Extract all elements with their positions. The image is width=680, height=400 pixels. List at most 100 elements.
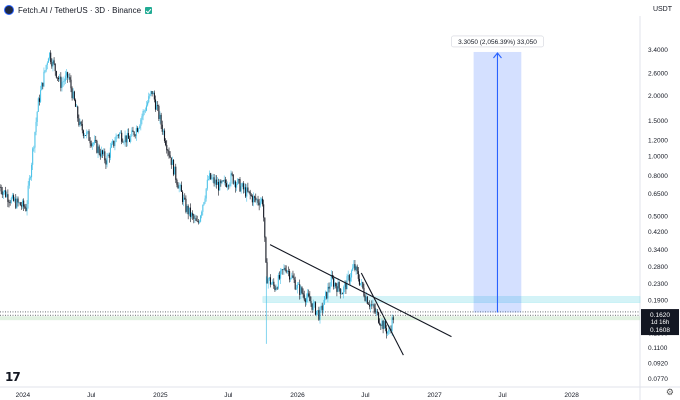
candle-body — [33, 147, 35, 149]
candle-body — [68, 77, 70, 78]
candle-body — [221, 180, 223, 184]
candle-body — [71, 88, 73, 99]
candle-body — [36, 111, 38, 122]
candle-body — [107, 154, 109, 156]
candle-body — [190, 213, 193, 217]
candle-body — [328, 286, 330, 289]
candle-body — [12, 195, 15, 201]
candle-body — [70, 79, 72, 89]
candle-body — [367, 303, 370, 305]
candle-body — [56, 77, 59, 79]
candle-body — [392, 317, 394, 320]
candle-body — [153, 92, 155, 100]
candle-body — [252, 196, 255, 203]
candle-body — [304, 299, 306, 303]
candle-body — [374, 308, 376, 313]
time-axis[interactable]: 2024 Jul 2025 Jul 2026 Jul 2027 Jul 2028 — [16, 392, 580, 399]
candle-body — [322, 304, 324, 311]
candle-body — [308, 293, 310, 297]
candle-body — [310, 301, 312, 304]
candle-body — [178, 186, 180, 189]
candle-body — [268, 277, 270, 280]
candle-body — [247, 187, 249, 192]
candle-body — [143, 110, 145, 112]
candle-body — [218, 181, 220, 191]
candle-body — [303, 294, 305, 300]
candle-body — [98, 146, 100, 154]
candle-body — [275, 287, 277, 291]
candle-body — [263, 204, 265, 218]
candle-body — [95, 140, 97, 141]
candle-body — [169, 155, 171, 158]
candle-body — [25, 207, 27, 211]
candle-body — [131, 130, 133, 137]
candle-body — [103, 151, 105, 155]
candle-body — [224, 179, 226, 184]
candle-body — [11, 195, 13, 199]
candle-body — [209, 173, 211, 180]
candle-body — [94, 140, 96, 144]
candle-body — [17, 198, 19, 203]
candle-body — [282, 269, 284, 271]
candle-body — [289, 271, 291, 280]
drawings[interactable] — [269, 244, 452, 356]
candle-body — [387, 331, 389, 334]
projection-tool[interactable]: 3.3050 (2,056.39%) 33,050 — [451, 35, 544, 313]
candle-body — [270, 283, 273, 285]
candle-body — [139, 126, 141, 129]
candle-body — [63, 81, 65, 82]
candle-body — [200, 215, 202, 222]
candle-body — [352, 267, 354, 271]
candle-body — [346, 276, 348, 290]
candle-body — [246, 187, 248, 197]
candle-body — [46, 62, 48, 65]
candle-body — [332, 278, 335, 287]
time-tick-label: Jul — [224, 392, 233, 399]
candle-body — [345, 282, 347, 290]
candle-body — [341, 293, 344, 295]
candle-body — [358, 278, 360, 285]
candle-body — [296, 284, 299, 289]
candle-body — [133, 131, 135, 136]
candle-body — [337, 282, 339, 292]
candle-body — [203, 202, 205, 205]
candle-body — [329, 286, 331, 289]
currency-unit[interactable]: USDT — [652, 6, 672, 13]
candle-body — [274, 285, 276, 291]
price-axis[interactable]: 3.4000 2.6000 2.0000 1.5000 1.2000 1.0000 0.80… — [641, 47, 679, 383]
candle-body — [142, 111, 144, 117]
candle-body — [369, 304, 371, 307]
symbol-header[interactable]: Fetch.AI / TetherUS · 3D · Binance — [4, 3, 153, 17]
candle-body — [388, 329, 390, 332]
candle-body — [92, 143, 95, 144]
price-tick-label: 3.4000 — [648, 47, 668, 54]
time-tick-label: 2025 — [153, 392, 168, 399]
candle-body — [76, 106, 78, 108]
candle-body — [177, 184, 179, 189]
candle-body — [186, 205, 188, 212]
candle-body — [381, 320, 383, 326]
candle-body — [326, 291, 328, 299]
candle-body — [118, 133, 120, 136]
time-tick-label: Jul — [361, 392, 370, 399]
candle-body — [266, 262, 268, 284]
gear-icon[interactable]: ⚙ — [665, 387, 674, 397]
candle-body — [232, 174, 234, 184]
candle-body — [267, 279, 269, 284]
candle-body — [28, 178, 30, 186]
candle-body — [140, 119, 142, 127]
candle-body — [382, 320, 384, 330]
candle-body — [264, 217, 266, 238]
candle-body — [249, 191, 251, 195]
candle-body — [116, 135, 118, 137]
candle-body — [225, 183, 228, 187]
candle-body — [281, 269, 283, 271]
candle-body — [181, 191, 184, 202]
candle-body — [372, 304, 374, 306]
candle-body — [96, 140, 98, 153]
price-tick-label: 0.3400 — [648, 247, 668, 254]
grid — [0, 16, 680, 400]
candle-body — [51, 62, 53, 67]
candle-body — [231, 173, 233, 175]
